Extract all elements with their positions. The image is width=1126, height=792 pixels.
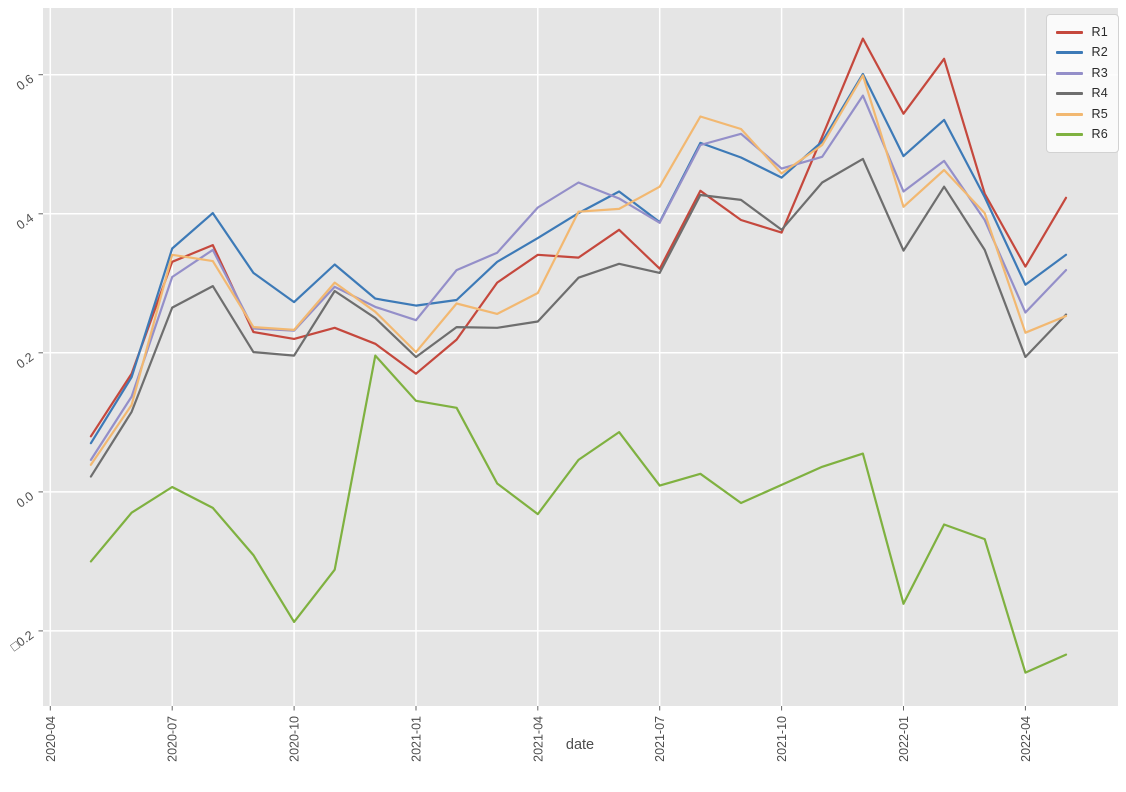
- legend-label: R2: [1091, 45, 1108, 60]
- series-line-R6: [89, 354, 1068, 674]
- series-line-R4: [89, 157, 1068, 478]
- legend-label: R1: [1091, 24, 1108, 39]
- x-tick-label: 2021-10: [775, 716, 789, 762]
- series-line-R3: [89, 94, 1068, 461]
- legend-entry-R5: R5: [1055, 104, 1109, 125]
- y-tick-label: 0.6: [14, 72, 36, 94]
- x-tick-label: 2021-04: [531, 716, 545, 762]
- legend-entry-R6: R6: [1055, 125, 1109, 146]
- y-tick-label: 0.2: [14, 350, 36, 372]
- legend-entry-R1: R1: [1055, 22, 1109, 43]
- legend-label: R6: [1091, 127, 1108, 142]
- x-tick-label: 2022-01: [897, 716, 911, 762]
- y-tick-label: □0.2: [8, 628, 36, 654]
- y-tick-label: 0.0: [14, 489, 36, 511]
- axes-background: [43, 8, 1118, 706]
- legend-label: R4: [1091, 86, 1108, 101]
- series-line-R1: [89, 37, 1068, 438]
- legend-line-swatch: [1055, 133, 1083, 137]
- x-tick-label: 2020-07: [166, 716, 180, 762]
- x-tick-label: 2020-10: [288, 716, 302, 762]
- legend-label: R3: [1091, 65, 1108, 80]
- x-tick-label: 2021-01: [410, 716, 424, 762]
- legend-entry-R2: R2: [1055, 43, 1109, 64]
- legend-line-swatch: [1055, 112, 1083, 116]
- legend: R1 R2 R3 R4 R5 R6: [1045, 14, 1119, 153]
- legend-line-swatch: [1055, 92, 1083, 96]
- x-tick-label: 2022-04: [1019, 716, 1033, 762]
- x-tick-label: 2020-04: [44, 716, 58, 762]
- legend-line-swatch: [1055, 51, 1083, 55]
- legend-label: R5: [1091, 106, 1108, 121]
- series-line-R5: [89, 74, 1068, 466]
- legend-line-swatch: [1055, 30, 1083, 34]
- x-axis-label: date: [566, 737, 594, 753]
- legend-entry-R3: R3: [1055, 63, 1109, 84]
- legend-entry-R4: R4: [1055, 84, 1109, 105]
- y-tick-label: 0.4: [14, 211, 36, 233]
- x-tick-label: 2021-07: [653, 716, 667, 762]
- legend-line-swatch: [1055, 71, 1083, 75]
